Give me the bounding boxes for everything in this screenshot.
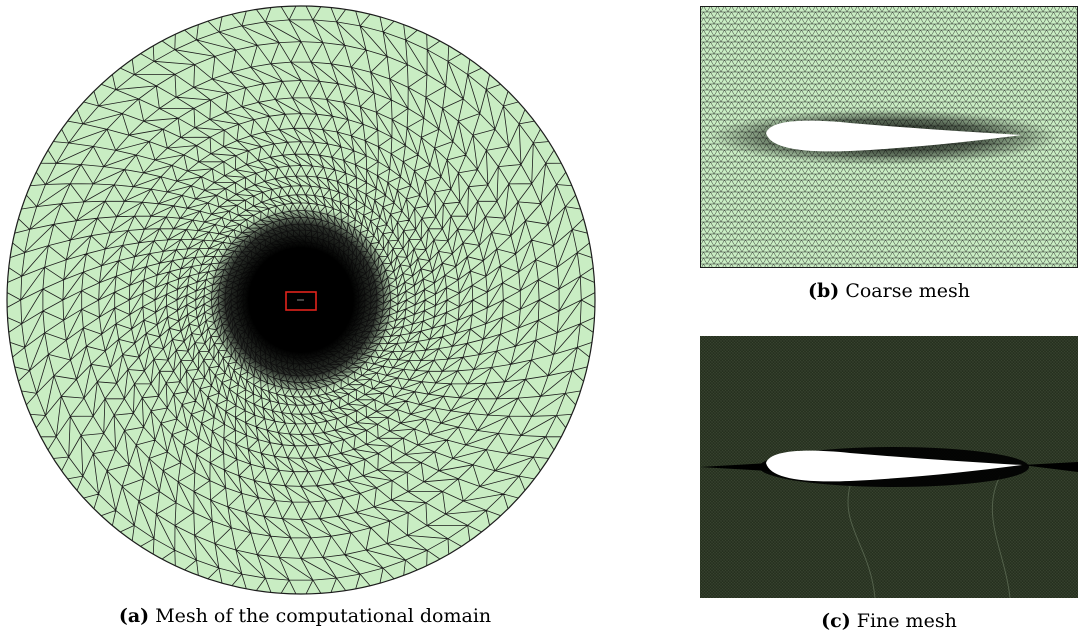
circular-domain [7,6,595,594]
caption-c-text: Fine mesh [856,610,957,632]
caption-a-text: Mesh of the computational domain [155,605,492,627]
caption-c-tag: (c) [821,610,851,632]
airfoil-shape [766,120,1022,152]
panel-fine-mesh: (c) Fine mesh [700,336,1078,636]
panel-domain-mesh: (a) Mesh of the computational domain [0,5,610,627]
coarse-mesh-figure [700,6,1078,268]
wake-refinement-right [1022,462,1078,472]
domain-boundary [6,5,596,595]
fine-mesh-figure [700,336,1078,598]
caption-a: (a) Mesh of the computational domain [0,605,610,627]
wake-refinement-left [700,463,770,471]
coarse-mesh-border [700,6,1078,268]
airfoil-shape [766,450,1022,482]
mesh-transition-line [991,475,1011,598]
panel-coarse-mesh: (b) Coarse mesh [700,6,1078,306]
caption-b: (b) Coarse mesh [700,280,1078,302]
mesh-transition-line [847,485,876,598]
zoom-region-box [285,291,317,311]
caption-b-tag: (b) [808,280,840,302]
domain-mesh-figure [6,5,596,595]
caption-b-text: Coarse mesh [845,280,970,302]
caption-c: (c) Fine mesh [700,610,1078,632]
caption-a-tag: (a) [118,605,150,627]
